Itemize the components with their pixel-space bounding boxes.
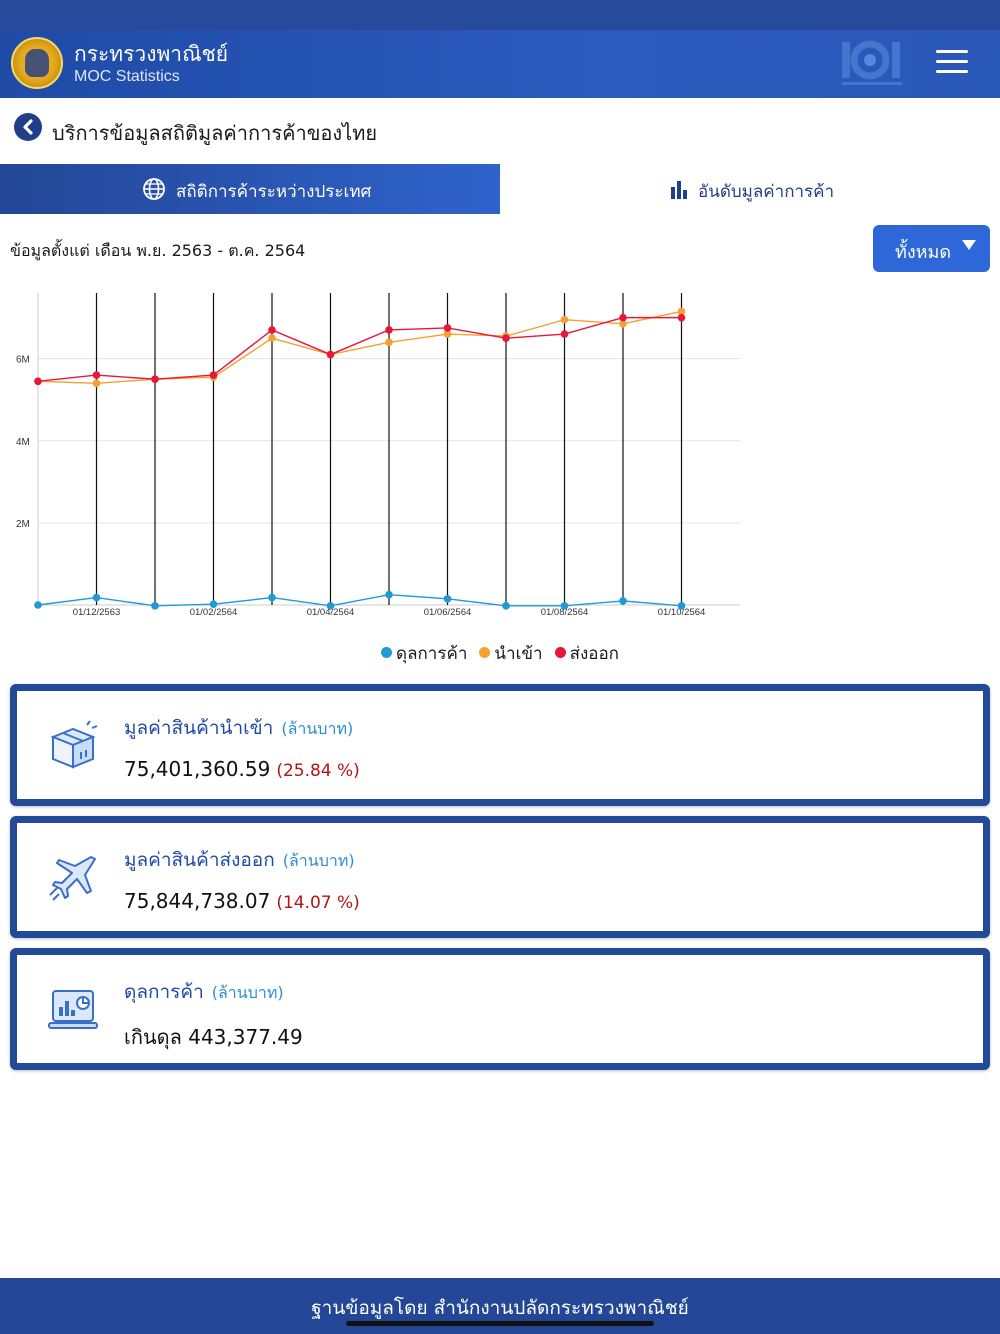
data-point xyxy=(34,377,42,386)
data-point xyxy=(385,326,393,334)
chevron-left-icon xyxy=(23,119,33,135)
data-point xyxy=(268,593,276,602)
data-point xyxy=(619,319,627,328)
data-point xyxy=(560,330,569,338)
legend-label: ดุลการค้า xyxy=(396,644,468,664)
series-line xyxy=(37,316,682,382)
card-unit: (ล้านบาท) xyxy=(281,719,354,738)
data-point xyxy=(677,602,686,610)
data-point xyxy=(268,326,276,334)
data-point xyxy=(619,313,627,322)
x-tick-label: 01/08/2564 xyxy=(541,607,589,618)
card-value: เกินดุล 443,377.49 xyxy=(124,1025,303,1049)
y-tick-label: 2M xyxy=(16,519,30,530)
legend-dot-icon xyxy=(381,647,393,658)
data-point xyxy=(560,315,569,324)
app-header: กระทรวงพาณิชย์ MOC Statistics xyxy=(0,30,1000,98)
card-label: มูลค่าสินค้าส่งออก (ล้านบาท) xyxy=(124,849,355,871)
footer: ฐานข้อมูลโดย สำนักงานปลัดกระทรวงพาณิชย์ xyxy=(0,1278,1000,1334)
legend-label: ส่งออก xyxy=(569,644,619,664)
ministry-seal-logo xyxy=(11,37,63,89)
x-tick-label: 01/12/2563 xyxy=(73,607,121,618)
data-point xyxy=(92,379,101,388)
y-tick-label: 4M xyxy=(16,437,30,448)
legend-dot-icon xyxy=(554,647,566,658)
filter-label: ทั้งหมด xyxy=(895,242,952,263)
data-point xyxy=(151,375,159,384)
page-title: บริการข้อมูลสถิติมูลค่าการค้าของไทย xyxy=(52,121,378,145)
data-point xyxy=(443,324,452,332)
tab-bar: สถิติการค้าระหว่างประเทศ อันดับมูลค่าการ… xyxy=(0,164,1000,214)
card-unit: (ล้านบาท) xyxy=(282,851,355,870)
filter-dropdown[interactable]: ทั้งหมด xyxy=(873,225,990,272)
series-line xyxy=(37,594,682,607)
data-point xyxy=(443,595,452,603)
tab-international-trade[interactable]: สถิติการค้าระหว่างประเทศ xyxy=(0,164,500,214)
data-point xyxy=(326,350,335,359)
data-point xyxy=(502,602,510,610)
legend-item[interactable]: นำเข้า xyxy=(479,640,543,667)
package-icon xyxy=(50,720,98,769)
airplane-icon xyxy=(49,856,96,901)
data-point xyxy=(209,371,218,379)
export-value-card[interactable]: มูลค่าสินค้าส่งออก (ล้านบาท) 75,844,738.0… xyxy=(10,816,990,938)
card-percent: (14.07 %) xyxy=(276,893,360,913)
card-label: ดุลการค้า (ล้านบาท) xyxy=(124,981,284,1003)
chart-legend: ดุลการค้า นำเข้า ส่งออก xyxy=(0,640,1000,666)
tab-label: อันดับมูลค่าการค้า xyxy=(698,182,835,202)
data-point xyxy=(151,602,159,610)
back-button[interactable] xyxy=(14,113,42,141)
data-point xyxy=(502,334,510,342)
x-tick-label: 01/06/2564 xyxy=(424,607,472,618)
data-point xyxy=(268,334,276,342)
page-title-bar: บริการข้อมูลสถิติมูลค่าการค้าของไทย xyxy=(0,98,1000,164)
x-tick-label: 01/10/2564 xyxy=(658,607,706,618)
data-point xyxy=(209,600,218,608)
header-subtitle: MOC Statistics xyxy=(74,68,180,85)
status-bar xyxy=(0,0,1000,30)
card-label: มูลค่าสินค้านำเข้า (ล้านบาท) xyxy=(124,717,354,739)
data-point xyxy=(92,371,101,379)
home-indicator[interactable] xyxy=(346,1321,654,1326)
data-point xyxy=(677,307,686,316)
data-point xyxy=(92,593,101,602)
import-value-card[interactable]: มูลค่าสินค้านำเข้า (ล้านบาท) 75,401,360.5… xyxy=(10,684,990,806)
legend-dot-icon xyxy=(479,647,491,658)
card-percent: (25.84 %) xyxy=(276,761,360,781)
data-point xyxy=(326,602,335,610)
card-value: 75,401,360.59 (25.84 %) xyxy=(124,757,360,781)
tab-label: สถิติการค้าระหว่างประเทศ xyxy=(176,182,372,202)
data-point xyxy=(385,590,393,599)
footer-text: ฐานข้อมูลโดย สำนักงานปลัดกระทรวงพาณิชย์ xyxy=(311,1297,689,1319)
caret-down-icon xyxy=(962,240,976,250)
menu-icon[interactable] xyxy=(936,47,970,77)
anniversary-logo xyxy=(842,40,902,85)
header-title: กระทรวงพาณิชย์ xyxy=(74,42,229,66)
trade-balance-card[interactable]: ดุลการค้า (ล้านบาท) เกินดุล 443,377.49 xyxy=(10,948,990,1070)
card-value: 75,844,738.07 (14.07 %) xyxy=(124,889,360,913)
bar-chart-icon xyxy=(671,181,687,199)
data-point xyxy=(619,597,627,605)
series-line xyxy=(37,310,682,385)
data-point xyxy=(560,602,569,610)
tab-trade-ranking[interactable]: อันดับมูลค่าการค้า xyxy=(500,164,1000,214)
data-point xyxy=(34,601,42,609)
data-point xyxy=(677,313,686,322)
date-range-text: ข้อมูลตั้งแต่ เดือน พ.ย. 2563 - ต.ค. 256… xyxy=(10,241,306,260)
card-unit: (ล้านบาท) xyxy=(211,983,284,1002)
trade-line-chart: 2M 4M 6M 01/12/2563 01/02/2564 01/04/2564 01/0… xyxy=(16,293,740,618)
monitor-chart-icon xyxy=(48,990,98,1029)
legend-item[interactable]: ส่งออก xyxy=(554,640,619,667)
legend-label: นำเข้า xyxy=(494,644,543,664)
data-point xyxy=(443,330,452,338)
data-point xyxy=(385,338,393,347)
y-tick-label: 6M xyxy=(16,355,30,366)
legend-item[interactable]: ดุลการค้า xyxy=(381,640,467,667)
x-tick-label: 01/04/2564 xyxy=(307,607,355,618)
x-tick-label: 01/02/2564 xyxy=(190,607,238,618)
globe-icon xyxy=(143,178,165,200)
